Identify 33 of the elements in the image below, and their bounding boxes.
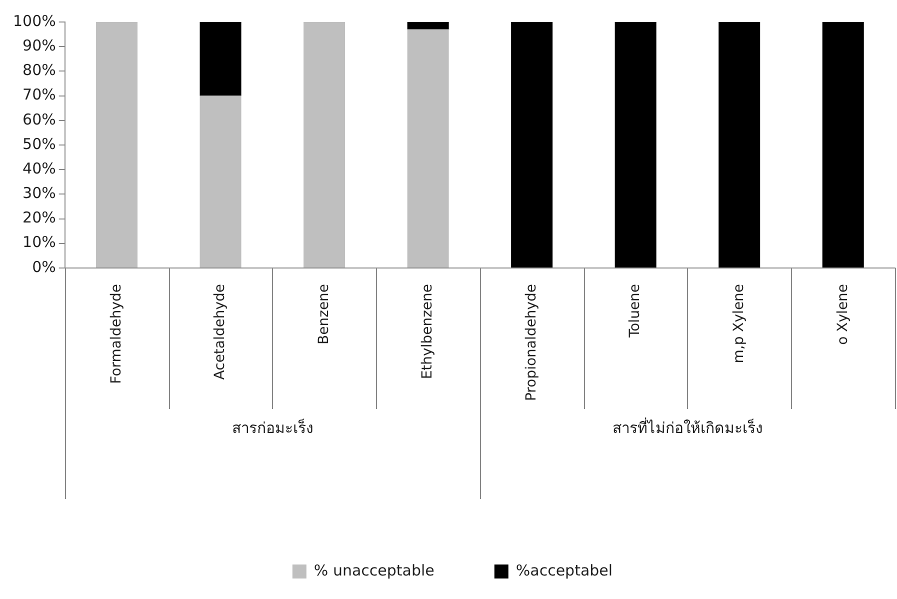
x-tick-label: m,p Xylene [730,284,747,364]
y-tick-label: 60% [22,110,56,128]
y-tick-label: 90% [22,36,56,54]
y-tick-label: 70% [22,86,56,104]
y-tick-label: 80% [22,61,56,80]
x-tick-label: Toluene [627,284,644,339]
bar [407,22,449,30]
x-tick-label: Formaldehyde [108,284,124,384]
x-tick-label: Propionaldehyde [523,284,540,402]
legend-label: % unacceptable [314,561,434,580]
x-tick-label: Benzene [316,284,332,344]
x-tick-label: Ethylbenzene [420,284,436,380]
text: สารก่อมะเร็ง [232,418,313,437]
bar [200,96,242,268]
y-tick-label: 10% [22,233,56,252]
bar [718,22,760,268]
y-tick-label: 20% [22,208,56,227]
x-tick-label: o Xylene [834,284,851,345]
bar [304,22,346,268]
y-tick-label: 100% [12,12,56,30]
y-tick-label: 50% [22,134,56,153]
bar [96,22,138,268]
legend-label: %acceptabel [516,561,613,580]
y-tick-label: 30% [22,184,56,202]
bar [511,22,553,268]
x-tick-label: Acetaldehyde [212,284,228,380]
y-tick-label: 0% [32,258,56,276]
bar [407,29,449,268]
text: สารที่ไม่ก่อให้เกิดมะเร็ง [612,416,762,437]
bar [614,22,656,268]
bar [200,22,242,96]
bar [822,22,864,268]
y-tick-label: 40% [22,159,56,178]
